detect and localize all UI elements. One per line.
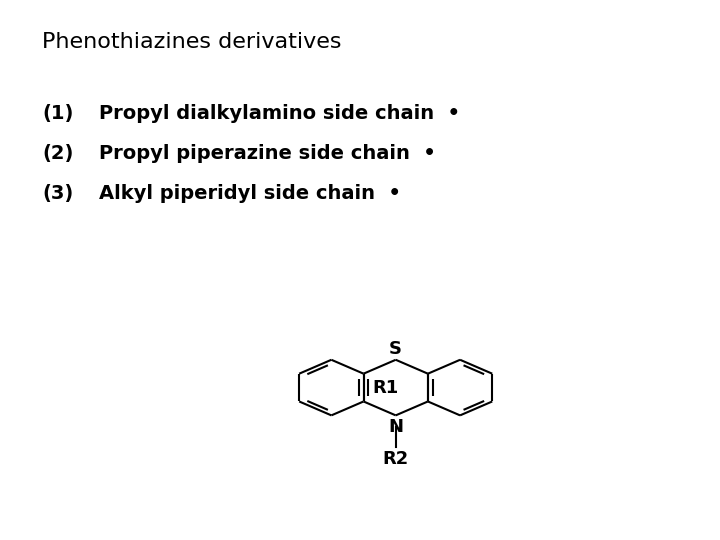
Text: S: S [390, 340, 402, 357]
Text: Propyl dialkylamino side chain  •: Propyl dialkylamino side chain • [99, 104, 460, 123]
Text: (3): (3) [42, 185, 73, 204]
Text: R1: R1 [373, 379, 399, 396]
Text: Phenothiazines derivatives: Phenothiazines derivatives [42, 32, 341, 52]
Text: (1): (1) [42, 104, 73, 123]
Text: R2: R2 [382, 450, 409, 468]
Text: Alkyl piperidyl side chain  •: Alkyl piperidyl side chain • [99, 185, 401, 204]
Text: Propyl piperazine side chain  •: Propyl piperazine side chain • [99, 144, 436, 164]
Text: (2): (2) [42, 144, 73, 164]
Text: N: N [388, 417, 403, 435]
